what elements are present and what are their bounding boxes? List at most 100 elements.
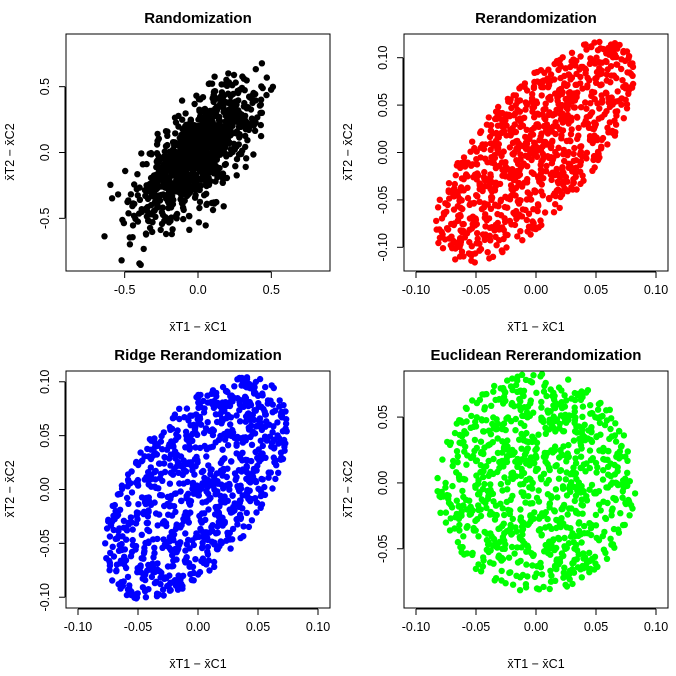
data-point bbox=[486, 559, 494, 566]
data-point bbox=[171, 490, 179, 497]
data-point bbox=[175, 469, 182, 476]
data-point bbox=[159, 519, 167, 526]
data-point bbox=[471, 144, 478, 152]
data-point bbox=[551, 447, 558, 454]
data-point bbox=[247, 433, 254, 441]
data-point bbox=[241, 99, 248, 107]
data-point bbox=[222, 160, 229, 168]
data-point bbox=[607, 79, 614, 86]
data-point bbox=[210, 427, 217, 434]
data-point bbox=[546, 195, 553, 203]
data-point bbox=[523, 460, 530, 467]
data-point bbox=[596, 38, 603, 46]
data-point bbox=[131, 181, 138, 188]
data-point bbox=[588, 429, 595, 436]
data-point bbox=[463, 461, 470, 468]
data-point bbox=[579, 403, 587, 410]
data-point bbox=[592, 75, 599, 82]
data-point bbox=[489, 420, 496, 428]
data-point bbox=[180, 206, 187, 214]
data-point bbox=[159, 204, 166, 211]
data-point bbox=[205, 80, 212, 88]
data-point bbox=[231, 383, 238, 390]
data-point bbox=[146, 150, 153, 157]
data-point bbox=[455, 472, 463, 479]
data-point bbox=[251, 127, 259, 134]
data-point bbox=[148, 192, 155, 199]
data-point bbox=[203, 561, 210, 568]
data-point bbox=[438, 215, 446, 222]
data-point bbox=[138, 150, 145, 157]
data-point bbox=[574, 89, 581, 96]
data-point bbox=[148, 573, 156, 581]
data-point bbox=[205, 506, 212, 513]
data-point bbox=[514, 116, 522, 123]
data-point bbox=[209, 522, 216, 529]
data-point bbox=[563, 583, 571, 590]
data-point bbox=[586, 549, 593, 556]
data-point bbox=[214, 165, 222, 173]
data-point bbox=[118, 580, 126, 588]
data-point bbox=[496, 538, 504, 545]
data-point bbox=[495, 203, 502, 210]
data-point bbox=[127, 191, 135, 198]
y-axis-label: x̄T2 − x̄C2 bbox=[341, 460, 355, 517]
data-point bbox=[563, 187, 570, 194]
data-point bbox=[232, 79, 239, 86]
data-point bbox=[456, 253, 464, 260]
data-point bbox=[214, 174, 221, 181]
data-point bbox=[588, 481, 596, 489]
data-point bbox=[247, 106, 255, 113]
data-point bbox=[540, 583, 547, 591]
data-point bbox=[248, 457, 255, 465]
data-point bbox=[573, 547, 581, 554]
data-point bbox=[536, 513, 544, 520]
data-point bbox=[219, 446, 226, 453]
data-point bbox=[453, 497, 460, 504]
data-point bbox=[256, 102, 264, 109]
data-point bbox=[245, 478, 253, 485]
data-point bbox=[599, 134, 607, 142]
data-point bbox=[226, 402, 234, 410]
data-point bbox=[219, 179, 226, 186]
data-point bbox=[257, 492, 265, 500]
panel-euclidean-rererandomization: Euclidean Rererandomization -0.10 -0.05 0.… bbox=[341, 347, 669, 671]
data-point bbox=[560, 181, 567, 189]
data-point bbox=[604, 141, 611, 148]
y-tick-label: 0.00 bbox=[38, 477, 52, 501]
data-point bbox=[216, 94, 223, 102]
data-point bbox=[123, 526, 130, 533]
data-point bbox=[487, 178, 494, 185]
data-point bbox=[518, 544, 525, 551]
data-point bbox=[474, 230, 481, 237]
data-point bbox=[132, 215, 139, 222]
data-point bbox=[274, 419, 281, 426]
data-point bbox=[573, 448, 581, 455]
data-point bbox=[568, 74, 576, 81]
data-point bbox=[595, 537, 603, 544]
data-point bbox=[524, 573, 531, 580]
data-point bbox=[624, 457, 631, 464]
data-point bbox=[518, 445, 525, 452]
data-point bbox=[127, 553, 135, 560]
data-point bbox=[125, 210, 132, 217]
data-point bbox=[186, 501, 194, 508]
data-point bbox=[275, 434, 283, 442]
data-point bbox=[162, 230, 170, 238]
data-point bbox=[568, 49, 576, 56]
data-point bbox=[248, 115, 256, 122]
data-point bbox=[187, 118, 194, 126]
data-point bbox=[510, 403, 518, 410]
data-point bbox=[607, 425, 614, 433]
plot-frame bbox=[65, 370, 331, 609]
data-point bbox=[243, 77, 250, 84]
data-point bbox=[538, 188, 545, 195]
data-point bbox=[125, 197, 132, 204]
data-point bbox=[533, 570, 540, 577]
x-axis: -0.10 -0.05 0.00 0.05 0.10 bbox=[402, 608, 668, 634]
data-point bbox=[578, 539, 585, 546]
data-point bbox=[552, 130, 559, 138]
data-point bbox=[523, 561, 530, 568]
data-point bbox=[587, 402, 594, 409]
data-point bbox=[512, 184, 520, 192]
